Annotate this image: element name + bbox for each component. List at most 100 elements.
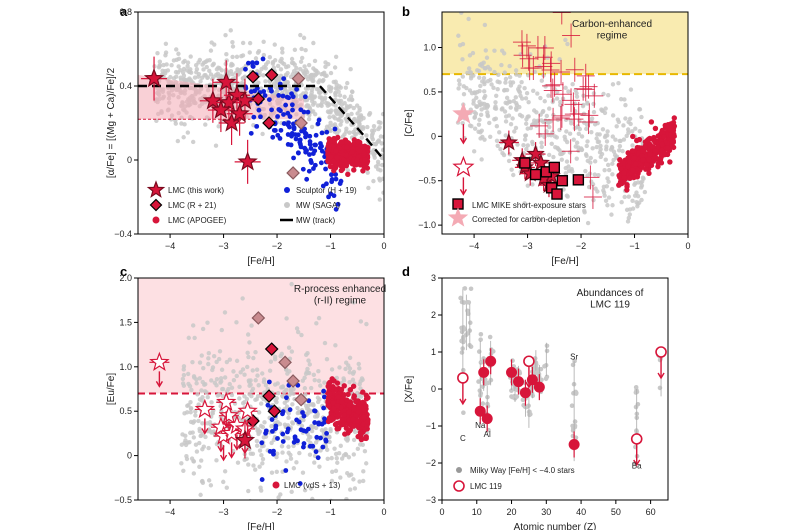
mw-saga-point — [260, 371, 265, 376]
mw-saga-point — [208, 48, 214, 53]
lmc119-upper-limit-arrow-head — [633, 459, 641, 467]
mw-saga-point — [582, 210, 587, 215]
mw-saga-point — [632, 182, 637, 187]
mw-saga-point — [202, 389, 208, 394]
c-ytick-label: 0 — [127, 451, 132, 461]
sculptor-point — [289, 133, 294, 139]
mw-saga-point — [336, 451, 342, 456]
mw-saga-point — [506, 113, 512, 118]
mw-saga-point — [622, 194, 627, 200]
sculptor-point — [301, 441, 307, 446]
mw-saga-point — [319, 103, 324, 109]
mw-saga-point — [175, 138, 181, 144]
mw-saga-point — [381, 155, 384, 161]
sculptor-point — [265, 402, 271, 408]
d-ytick-label: −3 — [426, 495, 436, 505]
mw-saga-point — [307, 362, 312, 367]
mw-saga-point — [157, 64, 162, 69]
sculptor-point — [312, 420, 318, 425]
mw-star-abundance-point — [461, 265, 466, 270]
mw-saga-point — [495, 143, 500, 148]
lmc-apogee-point — [664, 123, 670, 130]
c-xtick-label: −1 — [325, 507, 335, 517]
lmc-apogee-point — [620, 160, 626, 166]
mw-saga-point — [174, 74, 179, 79]
mw-saga-point — [566, 89, 571, 94]
mw-saga-point — [256, 383, 261, 388]
mw-saga-point — [237, 384, 242, 390]
c-ytick-label: 2.0 — [119, 273, 132, 283]
mw-saga-point — [358, 113, 364, 118]
mw-saga-point — [627, 212, 633, 217]
legend-mike-label: LMC MIKE short-exposure stars — [472, 201, 586, 210]
mw-saga-point — [329, 478, 335, 484]
mw-saga-point — [457, 82, 462, 87]
mw-saga-point — [261, 435, 267, 440]
mw-saga-point — [616, 81, 621, 86]
mw-saga-point — [246, 354, 251, 360]
mw-saga-point — [298, 59, 304, 64]
sculptor-point — [305, 109, 311, 115]
lmc-vds13-point — [334, 426, 340, 432]
mw-saga-point — [483, 48, 488, 53]
mw-saga-point — [272, 58, 278, 63]
sculptor-point — [266, 97, 272, 102]
mw-saga-point — [333, 103, 338, 108]
mw-saga-point — [365, 170, 370, 175]
mw-saga-point — [240, 296, 245, 301]
mw-saga-point — [469, 73, 474, 79]
mw-saga-point — [246, 488, 251, 494]
mw-saga-point — [310, 496, 315, 500]
mw-saga-point — [496, 72, 501, 78]
mw-saga-point — [456, 78, 462, 83]
mw-saga-point — [565, 41, 570, 47]
mw-saga-point — [250, 368, 255, 373]
mw-saga-point — [300, 378, 306, 383]
sculptor-point — [293, 136, 299, 142]
mw-saga-point — [328, 428, 333, 434]
mw-saga-point — [523, 121, 529, 126]
lmc-r21-diamond-light — [251, 311, 266, 325]
mw-saga-point — [358, 442, 363, 447]
sculptor-point — [305, 426, 311, 432]
c-frame — [137, 277, 385, 501]
mw-saga-point — [564, 193, 570, 198]
mw-saga-point — [185, 60, 191, 65]
mw-saga-point — [622, 97, 627, 102]
mw-saga-point — [485, 78, 491, 84]
sculptor-point — [251, 114, 257, 120]
lmc-apogee-point — [621, 170, 627, 176]
c-ylabel: [Eu/Fe] — [106, 373, 117, 405]
mw-saga-point — [310, 78, 315, 83]
mw-saga-point — [642, 189, 648, 195]
panel-d-title: LMC 119 — [590, 300, 630, 311]
mw-star-abundance-point — [572, 358, 577, 364]
panel-d-title: Abundances of — [577, 288, 644, 299]
mw-saga-point — [371, 153, 377, 158]
mw-saga-point — [260, 424, 266, 430]
mw-saga-point — [347, 355, 353, 361]
mw-saga-point — [514, 107, 519, 112]
mw-saga-point — [274, 83, 279, 88]
legend-lmc-this-work-label: LMC (this work) — [168, 186, 224, 195]
mw-saga-point — [621, 137, 627, 142]
mw-saga-point — [484, 105, 490, 111]
lmc-vds13-point — [351, 394, 357, 401]
mw-star-abundance-point — [633, 384, 639, 390]
mw-saga-point — [466, 66, 472, 71]
mw-saga-point — [493, 106, 499, 111]
b-xtick-label: −1 — [629, 241, 639, 251]
mw-saga-point — [498, 146, 503, 152]
lmc-apogee-point — [345, 171, 351, 178]
mw-saga-point — [358, 394, 364, 399]
mw-saga-point — [523, 133, 529, 138]
mw-saga-point — [230, 39, 235, 45]
mw-saga-point — [306, 62, 312, 68]
sculptor-point — [287, 124, 292, 130]
mw-saga-point — [604, 184, 610, 189]
b-xtick-label: −4 — [469, 241, 479, 251]
lmc-apogee-point — [630, 167, 636, 174]
mw-saga-point — [352, 116, 357, 122]
d-xtick-label: 40 — [576, 507, 586, 517]
mw-saga-point — [309, 428, 315, 434]
